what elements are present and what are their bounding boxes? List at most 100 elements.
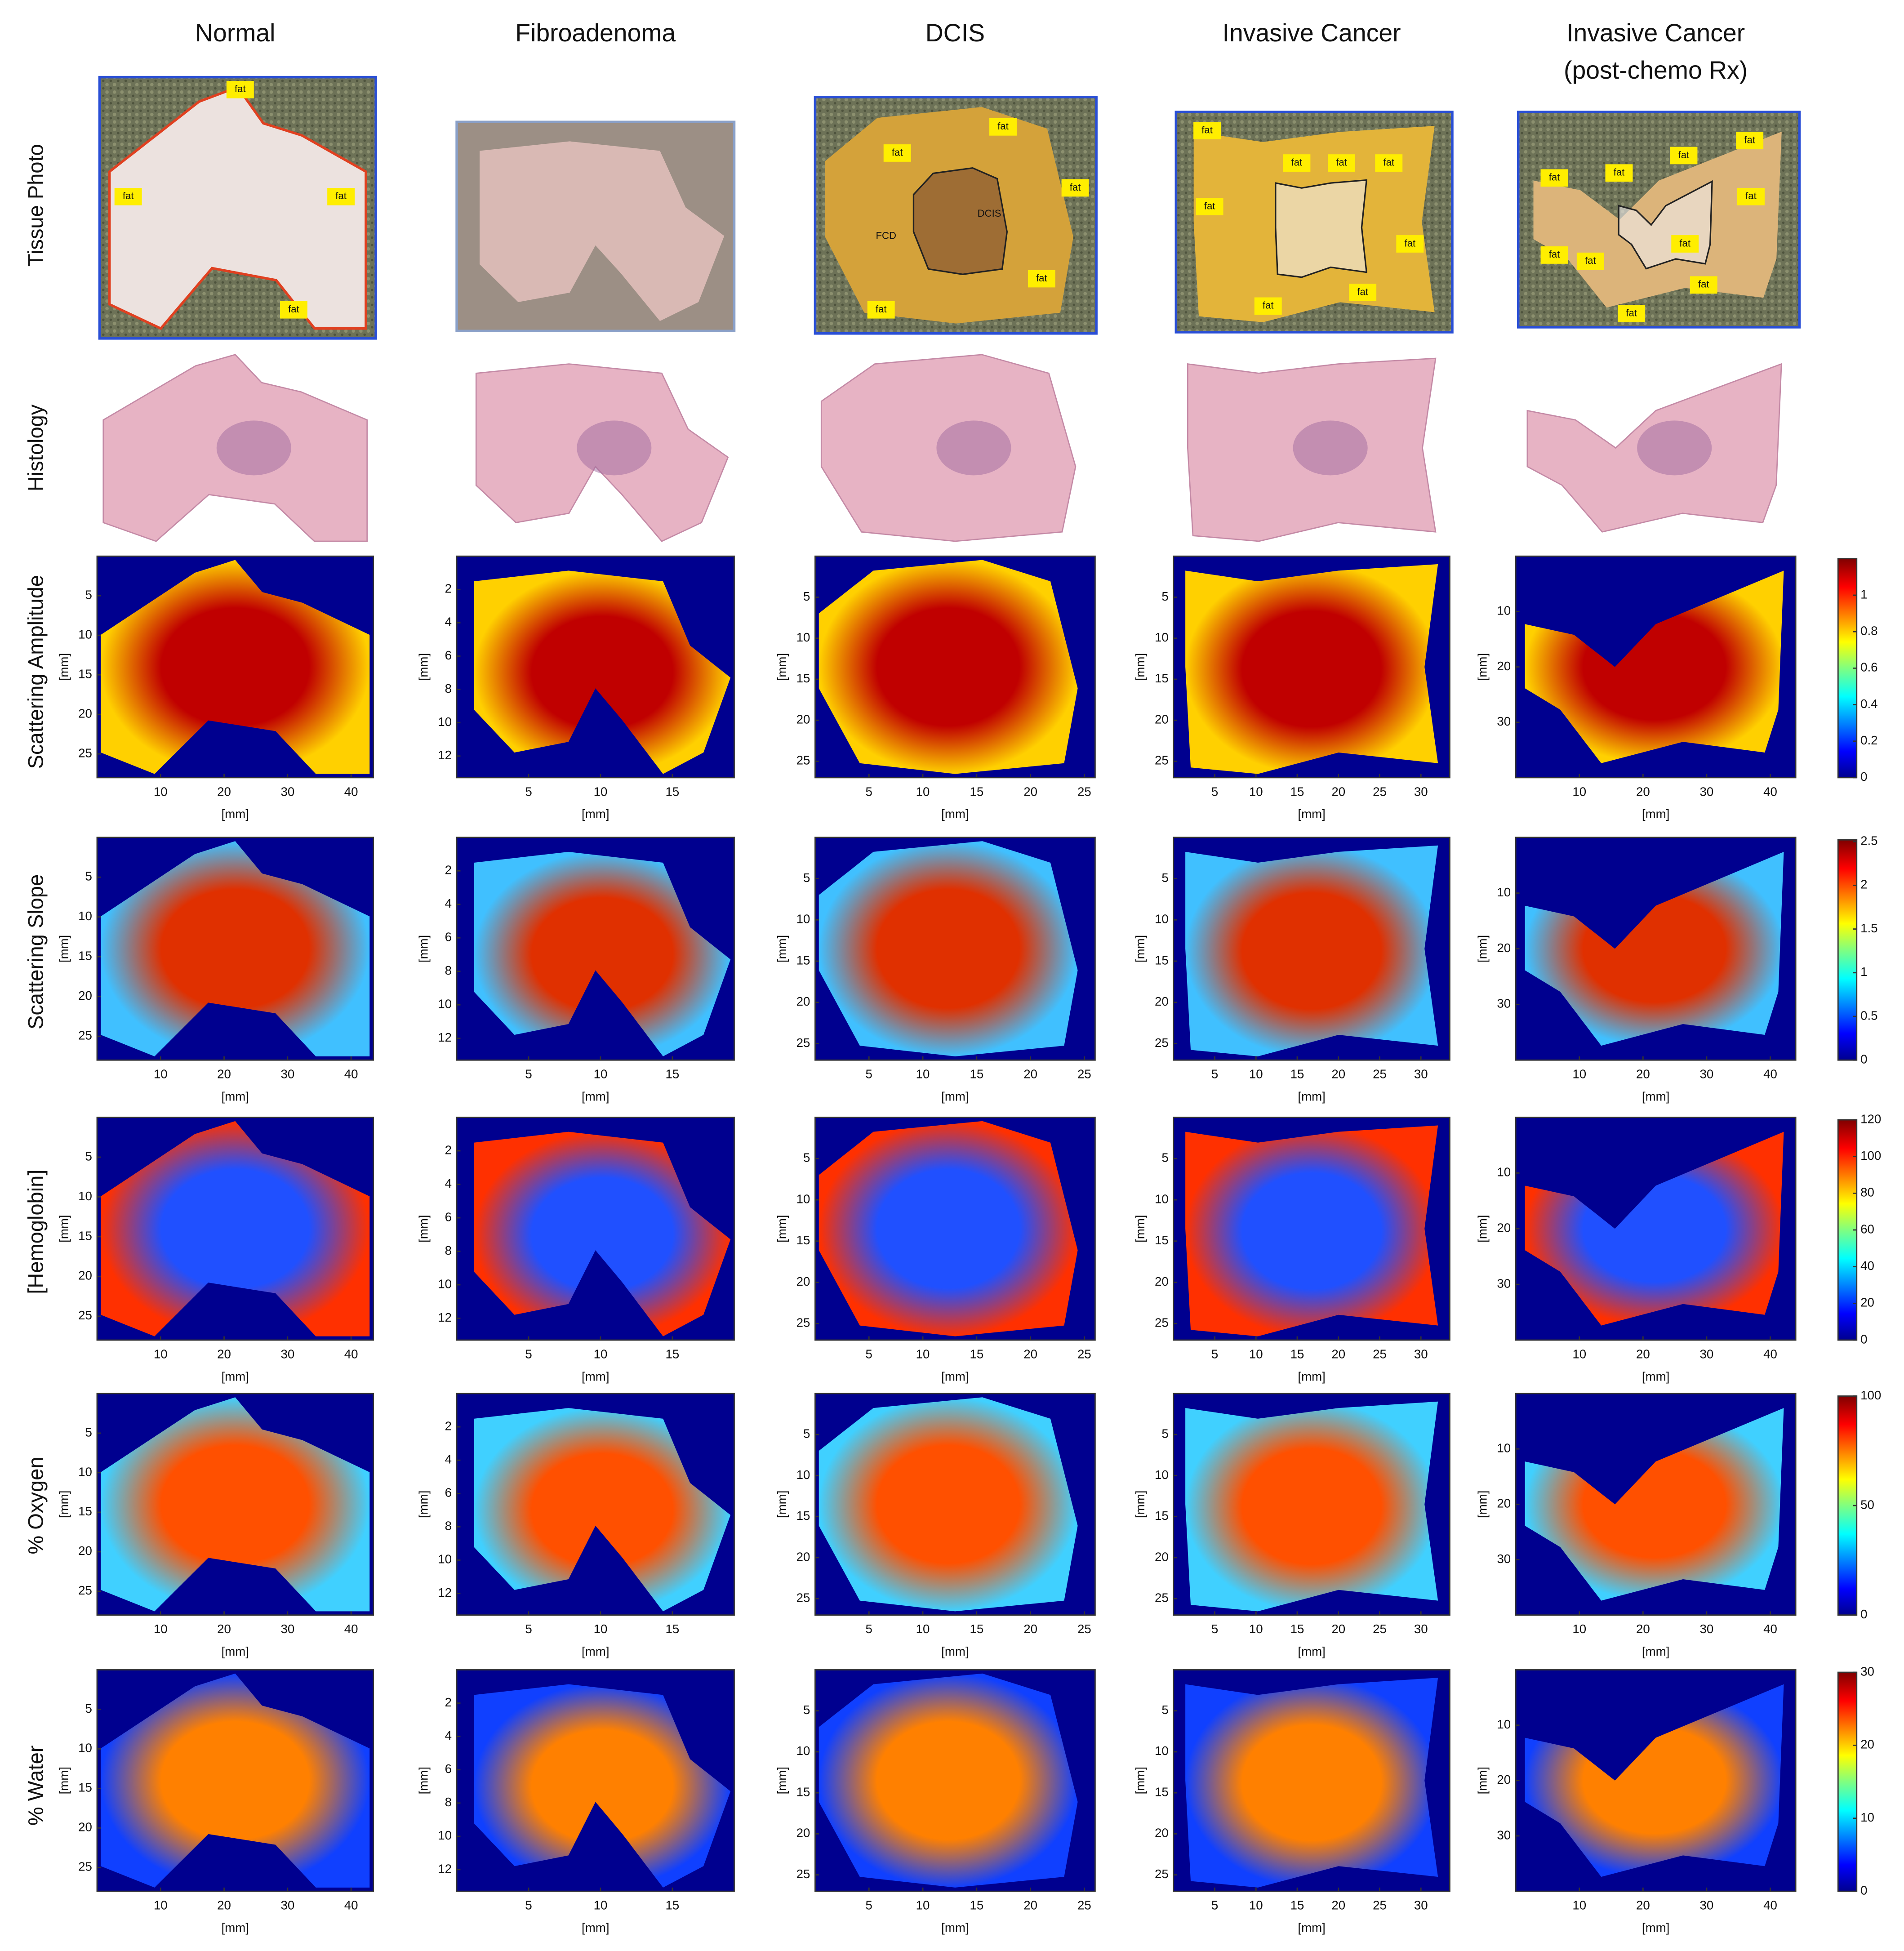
colorbar-tick-label: 1.5: [1860, 921, 1877, 935]
y-tick-label: 20: [1497, 1773, 1511, 1786]
annotation-box: [1283, 154, 1311, 172]
annotation-box: [1670, 147, 1698, 165]
y-tick-label: 10: [438, 715, 452, 729]
x-tick-label: 40: [344, 1898, 358, 1912]
x-axis-label: [mm]: [582, 807, 609, 821]
heatmap-tissue: [474, 1684, 731, 1888]
heatmap-tissue: [1525, 1408, 1784, 1601]
annotation-box: [1349, 284, 1377, 301]
tissue-photo: [455, 120, 736, 333]
heatmap-tissue: [1185, 1125, 1438, 1336]
x-tick-label: 20: [1331, 1622, 1345, 1636]
x-tick-label: 20: [217, 1622, 231, 1636]
x-tick-label: 20: [217, 1067, 231, 1081]
x-tick-label: 20: [1636, 1347, 1650, 1361]
x-tick-label: 20: [1636, 1067, 1650, 1081]
lesion-outline: [1275, 179, 1368, 278]
annotation-box: [1193, 122, 1221, 139]
x-tick-label: 10: [1249, 1898, 1263, 1912]
y-tick-label: 30: [1497, 1828, 1511, 1842]
y-tick-label: 20: [78, 1820, 92, 1834]
y-tick-label: 5: [1161, 589, 1168, 603]
y-tick-label: 25: [1155, 1590, 1169, 1604]
heatmap-panel: 10 20 30 40 5 10 15 20 25 [mm] [mm]: [57, 1117, 374, 1383]
heatmap-panel: 10 20 30 40 10 20 30 [mm] [mm]: [1476, 1393, 1797, 1658]
colorbar-tick-label: 50: [1860, 1497, 1874, 1511]
annotation: FCD: [876, 230, 896, 241]
y-axis-label: [mm]: [1476, 1491, 1490, 1518]
x-tick-label: 10: [1572, 1347, 1586, 1361]
y-tick-label: 10: [78, 1189, 92, 1203]
y-tick-label: 8: [445, 1519, 452, 1533]
x-tick-label: 15: [666, 1067, 680, 1081]
column-subtitle: (post-chemo Rx): [1564, 56, 1748, 84]
x-tick-label: 15: [1290, 1622, 1304, 1636]
x-tick-label: 30: [1700, 1347, 1714, 1361]
annotation-box: [1671, 235, 1699, 253]
x-tick-label: 15: [666, 1347, 680, 1361]
x-tick-label: 5: [1211, 1347, 1218, 1361]
heatmap-panel: 10 20 30 40 5 10 15 20 25 [mm] [mm]: [57, 837, 374, 1104]
colorbar-tick-label: 0.8: [1860, 624, 1877, 637]
y-tick-label: 20: [78, 1544, 92, 1558]
y-axis-label: [mm]: [775, 1215, 789, 1243]
annotation-box: [1540, 246, 1568, 264]
annotation: fat: [892, 147, 903, 158]
y-tick-label: 15: [1155, 1509, 1169, 1523]
heatmap-panel: 10 20 30 40 10 20 30 [mm] [mm]: [1476, 837, 1797, 1104]
y-axis-label: [mm]: [416, 1767, 430, 1794]
y-tick-label: 4: [445, 1728, 452, 1742]
y-tick-label: 15: [796, 953, 810, 967]
y-tick-label: 15: [1155, 953, 1169, 967]
x-axis-label: [mm]: [582, 1644, 609, 1658]
heatmap-panel: 5 10 15 2 4 6 8 10 12 [mm] [mm]: [416, 1669, 735, 1934]
y-tick-label: 30: [1497, 714, 1511, 728]
x-tick-label: 40: [344, 1067, 358, 1081]
x-tick-label: 30: [280, 1622, 294, 1636]
x-tick-label: 10: [594, 1898, 608, 1912]
x-tick-label: 30: [1700, 784, 1714, 798]
x-tick-label: 15: [970, 1067, 983, 1081]
y-tick-label: 10: [78, 909, 92, 923]
y-tick-label: 6: [445, 1486, 452, 1500]
y-tick-label: 15: [78, 1229, 92, 1243]
y-tick-label: 8: [445, 1795, 452, 1809]
colorbar-tick-label: 1: [1860, 587, 1867, 601]
lesion-outline: [912, 167, 1008, 275]
x-axis-label: [mm]: [1298, 807, 1325, 821]
y-tick-label: 5: [85, 1702, 92, 1715]
x-tick-label: 10: [1572, 1898, 1586, 1912]
annotation-box: [867, 301, 895, 319]
colorbar-tick-label: 0: [1860, 1607, 1867, 1621]
colorbar: 0 0.5 1 1.5 2 2.5: [1837, 834, 1878, 1066]
y-tick-label: 20: [1497, 1497, 1511, 1510]
annotation-box: [1196, 198, 1223, 215]
x-tick-label: 15: [1290, 784, 1304, 798]
y-axis-label: [mm]: [775, 935, 789, 962]
heatmap-panel: 10 20 30 40 5 10 15 20 25 [mm] [mm]: [57, 555, 374, 821]
x-tick-label: 10: [594, 1067, 608, 1081]
colorbar: 0 50 100: [1837, 1388, 1881, 1621]
y-tick-label: 20: [796, 1274, 810, 1288]
x-tick-label: 10: [916, 784, 930, 798]
annotation: fat: [1357, 286, 1368, 297]
x-tick-label: 20: [1023, 1622, 1037, 1636]
annotation-box: [327, 187, 355, 205]
y-tick-label: 2: [445, 582, 452, 596]
x-tick-label: 30: [280, 1898, 294, 1912]
colorbar-gradient: [1837, 1671, 1858, 1892]
y-axis-label: [mm]: [57, 1767, 71, 1794]
y-axis-label: [mm]: [416, 1215, 430, 1243]
x-tick-label: 30: [1414, 1898, 1428, 1912]
column-title: DCIS: [925, 19, 985, 47]
x-tick-label: 15: [970, 1898, 983, 1912]
annotation: fat: [1291, 156, 1303, 168]
y-tick-label: 6: [445, 648, 452, 662]
x-tick-label: 25: [1373, 1067, 1387, 1081]
annotation-box: [1605, 164, 1633, 182]
colorbar-tick-label: 120: [1860, 1112, 1881, 1126]
y-tick-label: 20: [78, 989, 92, 1002]
annotation: fat: [1626, 307, 1637, 318]
x-axis-label: [mm]: [941, 1369, 969, 1383]
